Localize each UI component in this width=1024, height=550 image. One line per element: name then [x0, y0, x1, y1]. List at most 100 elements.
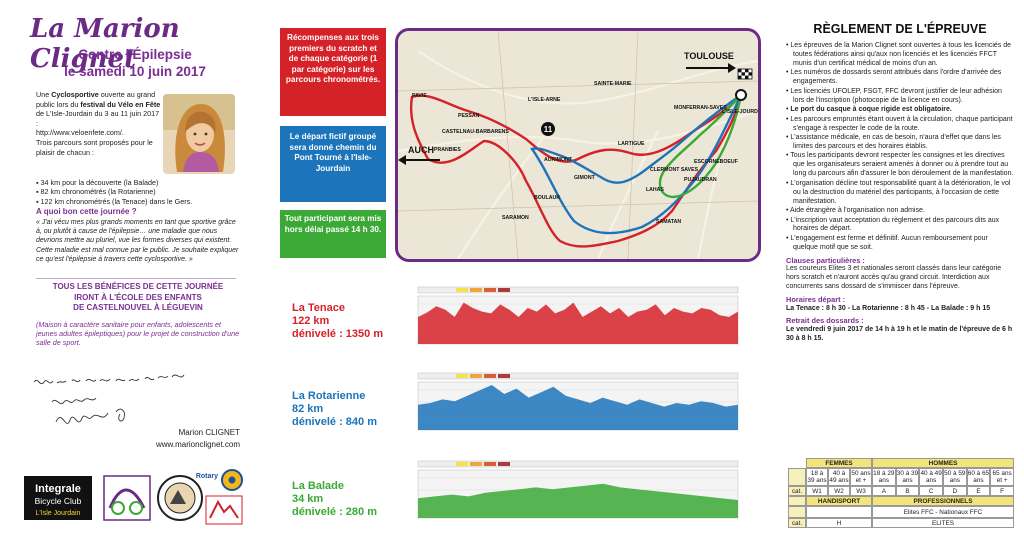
start-marker: [735, 89, 747, 101]
rule-item: • Tous les participants devront respecte…: [786, 152, 1014, 178]
time-limit-info-box: Tout participant sera mis hors délai pas…: [280, 210, 386, 258]
rule-item: • Aide étrangère à l'organisation non ad…: [786, 207, 925, 215]
map-minor-roads: [398, 31, 758, 259]
elevation-profile-tenace: [396, 284, 744, 345]
rotary-logo-text: Rotary: [196, 473, 218, 480]
handisport-header: HANDISPORT: [806, 496, 872, 506]
age-range-hommes: 60 à 65 ans: [966, 468, 991, 486]
map-town-label: PRANBIES: [434, 147, 461, 153]
rule-item-text: Les parcours empruntés étant ouvert à la…: [790, 115, 1013, 132]
map-town-label: PUJAUDRAN: [684, 177, 717, 183]
benefits-heading: TOUS LES BÉNÉFICES DE CETTE JOURNÉE IRON…: [36, 282, 240, 314]
map-town-label: SARAMON: [502, 215, 529, 221]
handisport-desc: [806, 506, 872, 518]
benefits-line: TOUS LES BÉNÉFICES DE CETTE JOURNÉE: [52, 282, 224, 291]
handwritten-message-signature: [28, 368, 248, 438]
rule-item-text: Aide étrangère à l'organisation non admi…: [790, 207, 925, 215]
integrale-logo: Integrale Bicycle Club L'Isle Jourdain: [24, 476, 92, 520]
code-elites: ELITES: [872, 518, 1014, 528]
code-hommes: D: [942, 486, 967, 496]
intro-part: ouverte au grand public lors du: [36, 90, 156, 109]
code-hommes: F: [990, 486, 1014, 496]
map-town-label: CLERMONT SAVES: [650, 167, 699, 173]
age-range-hommes: 18 à 29 ans: [872, 468, 896, 486]
codes-row: cat. W1 W2 W3 A B C D E F: [788, 486, 1014, 496]
rule-item: • L'organisation décline tout responsabi…: [786, 179, 1011, 205]
rule-item-text: Les licenciés UFOLEP, FSGT, FFC devront …: [790, 87, 1002, 104]
code-femmes: W1: [806, 486, 828, 496]
finish-flag-icon: [737, 68, 753, 80]
course-elevation: dénivelé : 280 m: [292, 506, 377, 518]
list-item-text: 34 km pour la découverte (la Balade): [40, 178, 159, 187]
code-femmes: W3: [850, 486, 872, 496]
intro-paragraph-2: Trois parcours sont proposés pour le pla…: [36, 137, 153, 157]
intro-text: Une Cyclosportive ouverte au grand publi…: [36, 90, 161, 157]
rule-item-text: L'assistance médicale, en cas de besoin,…: [790, 134, 1001, 150]
signature-website[interactable]: www.marionclignet.com: [155, 440, 240, 449]
map-town-label: SAMATAN: [656, 219, 681, 225]
map-town-label: ESCORNEBOEUF: [694, 159, 738, 165]
age-range-hommes: 30 à 39 ans: [895, 468, 920, 486]
rule-item-text: L'engagement est ferme et définitif. Auc…: [790, 234, 988, 251]
intro-part: de L'Isle-Jourdain du 3 au 11 juin 2017 …: [36, 109, 160, 128]
route-la-rotarienne: [530, 94, 743, 235]
map-town-label: L'ISLE-JOURDAIN: [722, 109, 758, 115]
rules-title: RÈGLEMENT DE L'ÉPREUVE: [813, 22, 987, 36]
course-distance: 34 km: [292, 493, 324, 505]
benefits-line: DE CASTELNOUVEL À LÉGUEVIN: [73, 303, 203, 312]
rules-section: RÈGLEMENT DE L'ÉPREUVE • Les épreuves de…: [786, 22, 1014, 343]
courses-list: ▪ 34 km pour la découverte (la Balade) ▪…: [36, 178, 236, 206]
list-item: ▪ 122 km chronométrés (la Tenace) dans l…: [36, 196, 193, 206]
rule-item: • Le port du casque à coque rigide est o…: [786, 106, 952, 114]
course-name: La Balade: [292, 480, 344, 492]
left-column: La Marion Clignet Contre l'Épilepsie le …: [0, 0, 250, 550]
code-hommes: C: [919, 486, 943, 496]
horaires-text: La Tenace : 8 h 30 - La Rotarienne : 8 h…: [786, 304, 991, 312]
rule-item: • Les licenciés UFOLEP, FSGT, FFC devron…: [786, 87, 1002, 104]
map-town-label: AURIMONT: [544, 157, 573, 163]
age-range-hommes: 40 à 49 ans: [919, 468, 943, 486]
road-number-badge: [541, 122, 555, 136]
rule-item: • Les numéros de dossards seront attribu…: [786, 69, 1002, 86]
integrale-logo-line1: Integrale: [35, 483, 81, 495]
table-spacer: [788, 496, 806, 506]
map-town-label: PESSAN: [458, 113, 480, 119]
map-auch-label: AUCH: [408, 145, 434, 155]
course-distance: 122 km: [292, 315, 330, 327]
cycling-logo: [103, 475, 151, 521]
course-label-rotarienne: La Rotarienne 82 km dénivelé : 840 m: [292, 390, 377, 429]
list-item: ▪ 34 km pour la découverte (la Balade): [36, 178, 159, 187]
road-number-text: 11: [544, 125, 553, 134]
rotary-logo: Rotary: [196, 469, 243, 525]
course-map[interactable]: TOULOUSE AUCH 11 PESSAN PAVIE CASTELNAU-BA…: [395, 28, 761, 262]
integrale-logo-line2: Bicycle Club: [35, 496, 82, 506]
rule-item: • L'assistance médicale, en cas de besoi…: [786, 134, 1001, 150]
map-town-label: SAINTE-MARIE: [594, 81, 632, 87]
cat-label: cat.: [788, 486, 806, 496]
course-label-tenace: La Tenace 122 km dénivelé : 1350 m: [292, 302, 383, 341]
course-elevation: dénivelé : 1350 m: [292, 328, 384, 340]
rules-list: • Les épreuves de la Marion Clignet sont…: [786, 42, 1014, 253]
age-range-hommes: 50 à 59 ans: [942, 468, 967, 486]
course-name: La Rotarienne: [292, 390, 366, 402]
portrait-photo: [163, 94, 235, 174]
code-hommes: A: [872, 486, 896, 496]
toulouse-arrow-icon: [686, 63, 736, 73]
code-handisport: H: [806, 518, 872, 528]
course-elevation: dénivelé : 840 m: [292, 416, 377, 428]
ages-row: 18 à 39 ans 40 à 49 ans 50 ans et +18 à 29…: [788, 468, 1014, 486]
map-town-label: LAHAS: [646, 187, 664, 193]
list-item-text: 122 km chronométrés (la Tenace) dans le …: [40, 196, 193, 206]
age-range-femmes: 40 à 49 ans: [828, 468, 850, 486]
start-info-box: Le départ fictif groupé sera donné chemi…: [280, 126, 386, 202]
intro-url-link[interactable]: http://www.veloenfete.com/.: [36, 128, 124, 138]
rule-item-text: Les épreuves de la Marion Clignet sont o…: [790, 42, 1012, 67]
horaires-title: Horaires départ :: [786, 294, 846, 304]
rewards-info-box: Récompenses aux trois premiers du scratc…: [280, 28, 386, 116]
age-range-femmes: 18 à 39 ans: [806, 468, 828, 486]
dossards-title: Retrait des dossards :: [786, 315, 864, 325]
code-hommes: E: [966, 486, 991, 496]
page-subtitle: Contre l'Épilepsie le samedi 10 juin 201…: [40, 46, 230, 80]
map-town-label: MONFERRAN-SAVES: [674, 105, 727, 111]
intro-part: Une: [36, 90, 52, 99]
